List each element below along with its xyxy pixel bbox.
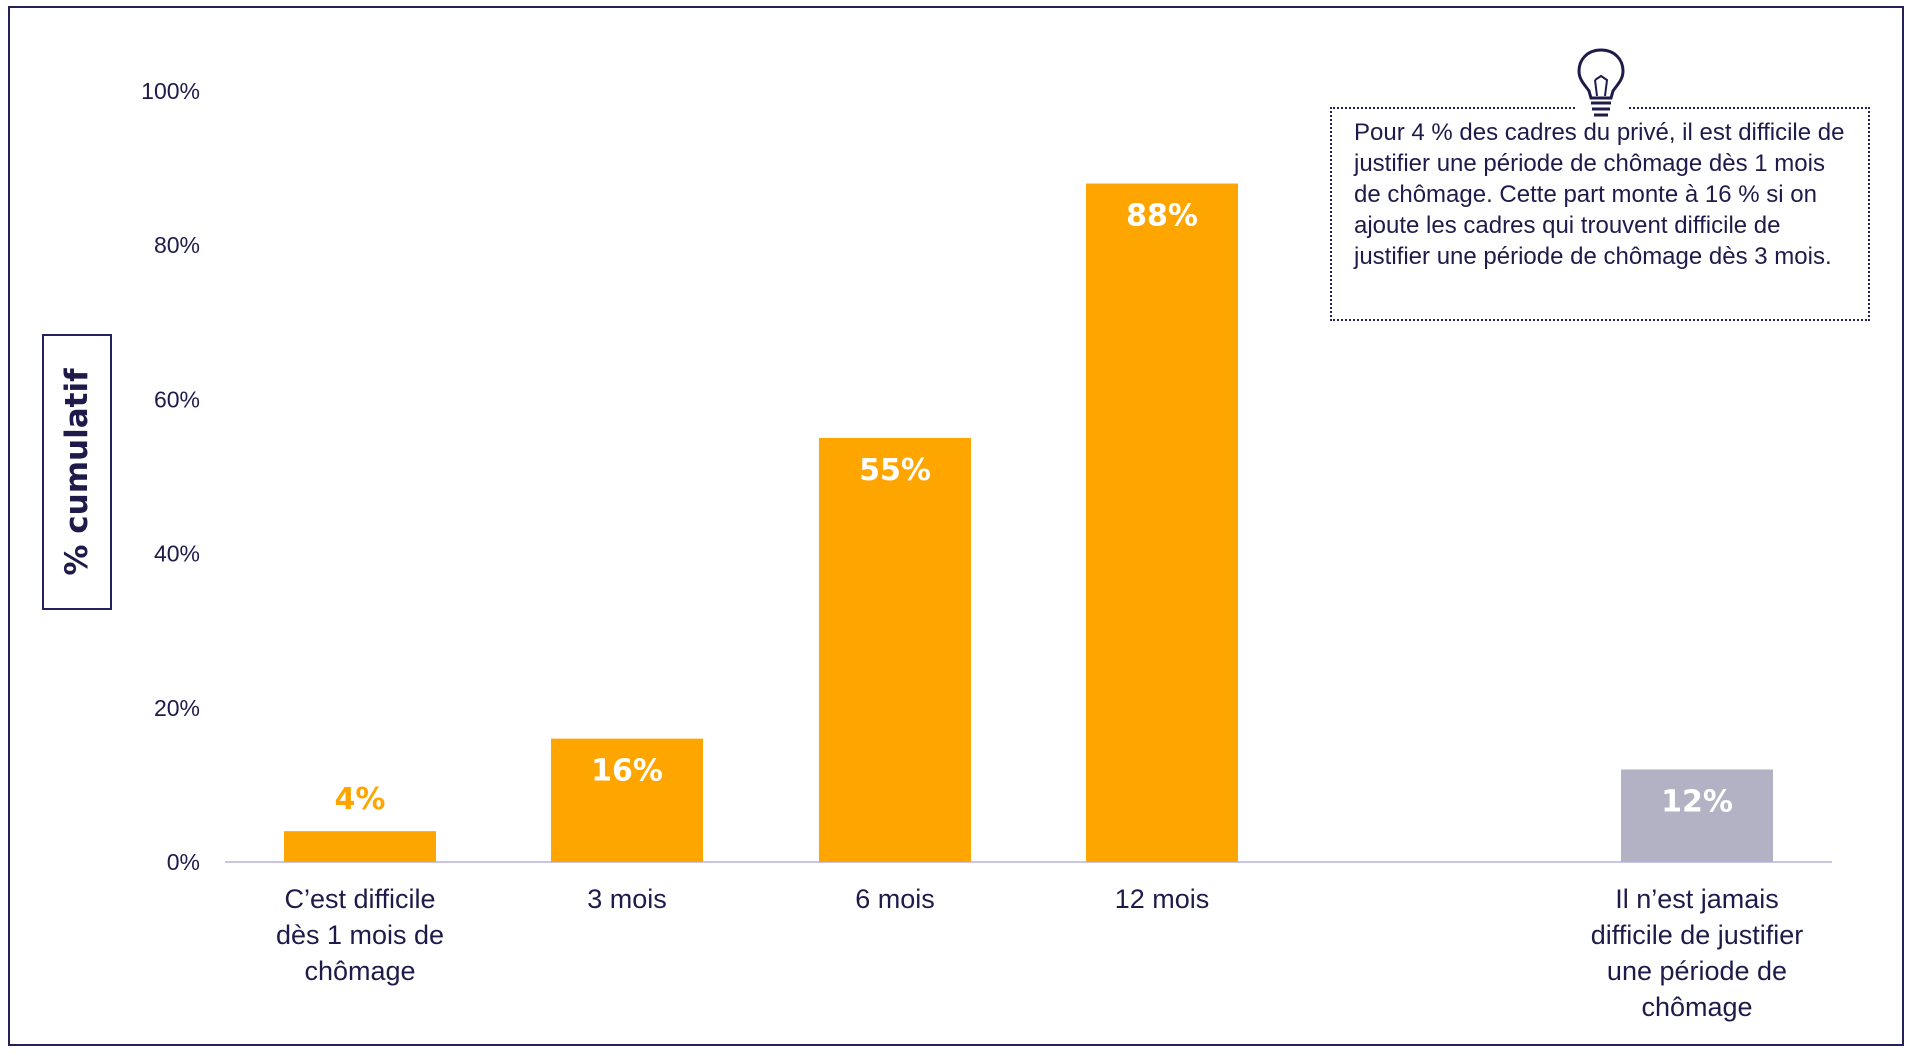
lightbulb-icon bbox=[1575, 46, 1627, 122]
data-label: 12% bbox=[1661, 784, 1733, 819]
callout-note: Pour 4 % des cadres du privé, il est dif… bbox=[1330, 107, 1870, 321]
bar bbox=[284, 831, 436, 862]
bar bbox=[1086, 183, 1238, 862]
data-label: 4% bbox=[335, 782, 386, 817]
y-tick-label: 80% bbox=[154, 232, 200, 258]
y-axis-label-box: % cumulatif bbox=[42, 334, 112, 610]
callout-note-text: Pour 4 % des cadres du privé, il est dif… bbox=[1354, 119, 1845, 270]
bar bbox=[819, 437, 971, 862]
chart-frame bbox=[8, 6, 1904, 1046]
x-category-label: Il n’est jamais difficile de justifier une… bbox=[1591, 884, 1804, 1022]
x-category-label: 6 mois bbox=[855, 884, 935, 914]
y-tick-label: 60% bbox=[154, 386, 200, 412]
data-label: 88% bbox=[1126, 199, 1198, 234]
y-tick-label: 0% bbox=[167, 849, 200, 875]
data-label: 55% bbox=[859, 453, 931, 488]
y-tick-label: 20% bbox=[154, 695, 200, 721]
y-tick-label: 40% bbox=[154, 541, 200, 567]
x-category-label: 3 mois bbox=[587, 884, 667, 914]
bar bbox=[551, 738, 703, 862]
bar bbox=[1621, 769, 1773, 862]
y-axis-label: % cumulatif bbox=[59, 368, 95, 576]
y-tick-label: 100% bbox=[141, 78, 200, 104]
x-category-label: C’est difficile dès 1 mois de chômage bbox=[276, 884, 444, 986]
data-label: 16% bbox=[591, 754, 663, 789]
x-category-label: 12 mois bbox=[1115, 884, 1210, 914]
